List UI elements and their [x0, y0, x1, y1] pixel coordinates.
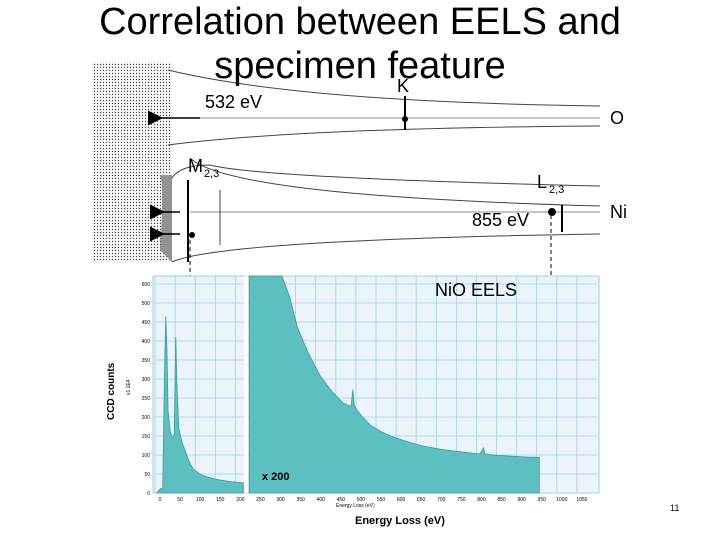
x-tick-label: 500 [357, 497, 366, 503]
x-tick-label: 750 [457, 497, 466, 503]
x-tick-label: 50 [177, 497, 183, 503]
x-tick-label: 300 [276, 497, 285, 503]
o-shell-upper-curve [167, 69, 601, 107]
x-tick-label: 250 [256, 497, 265, 503]
y-tick-label: 0 [147, 491, 150, 497]
x-tick-label: 350 [296, 497, 305, 503]
x-tick-label: 1050 [576, 497, 587, 503]
o-k-dot [402, 116, 408, 122]
o-shell-lower-curve [167, 125, 601, 146]
y-tick-label: 450 [142, 320, 151, 326]
x-tick-label: 150 [216, 497, 225, 503]
x-axis-sublabel: Energy Loss (eV) [336, 503, 375, 509]
title-line-1: Correlation between EELS and [99, 1, 621, 43]
y-tick-label: 50 [144, 472, 150, 478]
ni-shell-lower-curve [171, 164, 601, 187]
core-well-shading [160, 175, 172, 262]
y-tick-label: 250 [142, 396, 151, 402]
slide-title: Correlation between EELS and specimen fe… [0, 0, 720, 88]
x-tick-label: 850 [497, 497, 506, 503]
y-tick-label: 600 [142, 282, 151, 288]
chart-title: NiO EELS [435, 280, 517, 300]
spectrum-area-2 [248, 275, 540, 494]
y-axis-sublabel: x1 1E4 [126, 379, 132, 395]
x-tick-label: 950 [538, 497, 547, 503]
x-tick-label: 900 [517, 497, 526, 503]
label-o: O [610, 108, 624, 128]
label-ni: Ni [610, 202, 627, 222]
x-axis-label: Energy Loss (eV) [355, 515, 445, 527]
label-m: M [188, 156, 203, 176]
x-tick-label: 650 [417, 497, 426, 503]
x-tick-label: 200 [236, 497, 245, 503]
segment-separator [244, 276, 249, 493]
slide-number: 11 [670, 503, 680, 513]
title-line-2: specimen feature [214, 45, 506, 87]
continuum-shading [92, 62, 172, 262]
label-m-sub: 2,3 [204, 168, 219, 180]
y-tick-label: 350 [142, 358, 151, 364]
x-tick-label: 0 [159, 497, 162, 503]
x-tick-label: 550 [377, 497, 386, 503]
x-tick-label: 1000 [556, 497, 567, 503]
spectrum-area-1 [156, 316, 244, 494]
spectrum-areas [156, 275, 540, 494]
y-tick-label: 300 [142, 377, 151, 383]
x-tick-label: 700 [437, 497, 446, 503]
x-tick-label: 100 [196, 497, 205, 503]
x-tick-label: 450 [337, 497, 346, 503]
ni-shell-bottom-curve [171, 233, 601, 263]
label-855ev: 855 eV [472, 210, 529, 230]
y-tick-label: 200 [142, 415, 151, 421]
x-tick-labels: 0 50 100 150 200 250 300 350 400 450 500 550 600 650 7… [159, 497, 588, 503]
label-l-sub: 2,3 [549, 184, 564, 196]
label-l: L [537, 172, 547, 192]
y-tick-labels: 0 50 100 150 200 250 300 350 400 450 500 600 [142, 282, 151, 497]
y-tick-label: 150 [142, 434, 151, 440]
ni-shell-upper-curve [189, 157, 601, 207]
y-tick-label: 400 [142, 339, 151, 345]
x-tick-label: 600 [397, 497, 406, 503]
label-532ev: 532 eV [205, 92, 262, 112]
magnification-annotation: x 200 [262, 471, 290, 483]
ni-l-dot [548, 208, 556, 216]
label-k: K [397, 76, 409, 96]
y-tick-label: 500 [142, 301, 151, 307]
ni-m-dot [189, 232, 195, 238]
x-tick-label: 800 [477, 497, 486, 503]
energy-level-diagram: K O 532 eV M 2,3 L 2,3 855 eV Ni [92, 62, 627, 480]
y-tick-label: 100 [142, 453, 151, 459]
y-axis-label: CCD counts [106, 362, 117, 420]
x-tick-label: 400 [317, 497, 326, 503]
eels-chart: 0 50 100 150 200 250 300 350 400 450 500 600 0 50 100… [106, 275, 600, 527]
